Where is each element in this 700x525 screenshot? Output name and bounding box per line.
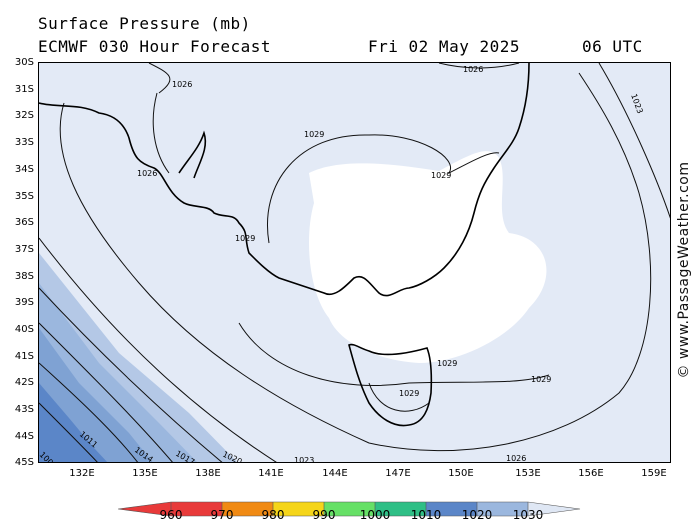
scale-label: 990: [312, 508, 336, 522]
scale-label: 1010: [410, 508, 442, 522]
lat-label: 39S: [14, 297, 34, 308]
pressure-map-svg: 1026 1026 1029 1026 1029 1029 1029 1029 …: [39, 63, 670, 463]
lat-label: 37S: [14, 244, 34, 255]
lat-label: 31S: [14, 84, 34, 95]
isobar-label: 1029: [304, 130, 324, 139]
isobar-label: 1029: [437, 359, 457, 368]
lon-label: 135E: [132, 468, 158, 479]
scale-segment-1000-1010: [375, 502, 426, 516]
site-watermark: © www.PassageWeather.com: [676, 161, 692, 379]
isobar-label: 1008: [39, 450, 58, 463]
forecast-date: Fri 02 May 2025: [368, 37, 520, 56]
scale-segment-970-980: [222, 502, 273, 516]
scale-label: 970: [210, 508, 234, 522]
isobar-label: 1026: [463, 65, 483, 74]
model-forecast-label: ECMWF 030 Hour Forecast: [38, 37, 272, 56]
scale-left-arrow: [118, 502, 171, 516]
scale-label: 960: [159, 508, 183, 522]
isobar-label: 1023: [294, 456, 314, 463]
pressure-field-1000: [39, 383, 108, 462]
isobar-label: 1029: [235, 234, 255, 243]
scale-segment-980-990: [273, 502, 324, 516]
isobar-label: 1029: [531, 375, 551, 384]
lon-label: 138E: [195, 468, 221, 479]
lat-label: 45S: [14, 457, 34, 468]
map-title: Surface Pressure (mb): [38, 14, 251, 33]
scale-label: 1030: [512, 508, 544, 522]
lon-label: 150E: [448, 468, 474, 479]
lon-label: 147E: [385, 468, 411, 479]
lat-label: 40S: [14, 324, 34, 335]
lat-label: 42S: [14, 377, 34, 388]
scale-label: 1020: [461, 508, 493, 522]
pressure-color-scale: [118, 501, 581, 517]
lat-label: 32S: [14, 110, 34, 121]
lat-label: 34S: [14, 164, 34, 175]
isobar-lines: [39, 63, 670, 462]
coastline: [39, 63, 530, 427]
lat-label: 36S: [14, 217, 34, 228]
scale-segment-1010-1020: [426, 502, 477, 516]
lon-label: 144E: [322, 468, 348, 479]
scale-segment-1020-1030: [477, 502, 528, 516]
scale-label: 980: [261, 508, 285, 522]
pressure-map: 1026 1026 1029 1026 1029 1029 1029 1029 …: [38, 62, 671, 463]
isobar-label-group: 1026 1026 1029 1026 1029 1029 1029 1029 …: [39, 65, 645, 463]
lon-label: 132E: [69, 468, 95, 479]
lat-label: 43S: [14, 404, 34, 415]
isobar-label: 1029: [431, 171, 451, 180]
lat-label: 35S: [14, 191, 34, 202]
lat-label: 30S: [14, 57, 34, 68]
lon-label: 156E: [578, 468, 604, 479]
scale-label: 1000: [359, 508, 391, 522]
lon-label: 159E: [641, 468, 667, 479]
scale-right-arrow: [528, 502, 580, 516]
isobar-label: 1026: [137, 169, 157, 178]
isobar-label: 1026: [506, 454, 526, 463]
lat-label: 41S: [14, 351, 34, 362]
forecast-time: 06 UTC: [582, 37, 643, 56]
scale-outline: [118, 501, 581, 517]
isobar-label: 1029: [399, 389, 419, 398]
lat-label: 38S: [14, 271, 34, 282]
scale-segment-990-1000: [324, 502, 375, 516]
high-pressure-area: [309, 151, 547, 363]
lat-label: 44S: [14, 431, 34, 442]
lon-label: 153E: [515, 468, 541, 479]
scale-segment-960-970: [171, 502, 222, 516]
lat-label: 33S: [14, 137, 34, 148]
lon-label: 141E: [258, 468, 284, 479]
isobar-label: 1026: [172, 80, 192, 89]
